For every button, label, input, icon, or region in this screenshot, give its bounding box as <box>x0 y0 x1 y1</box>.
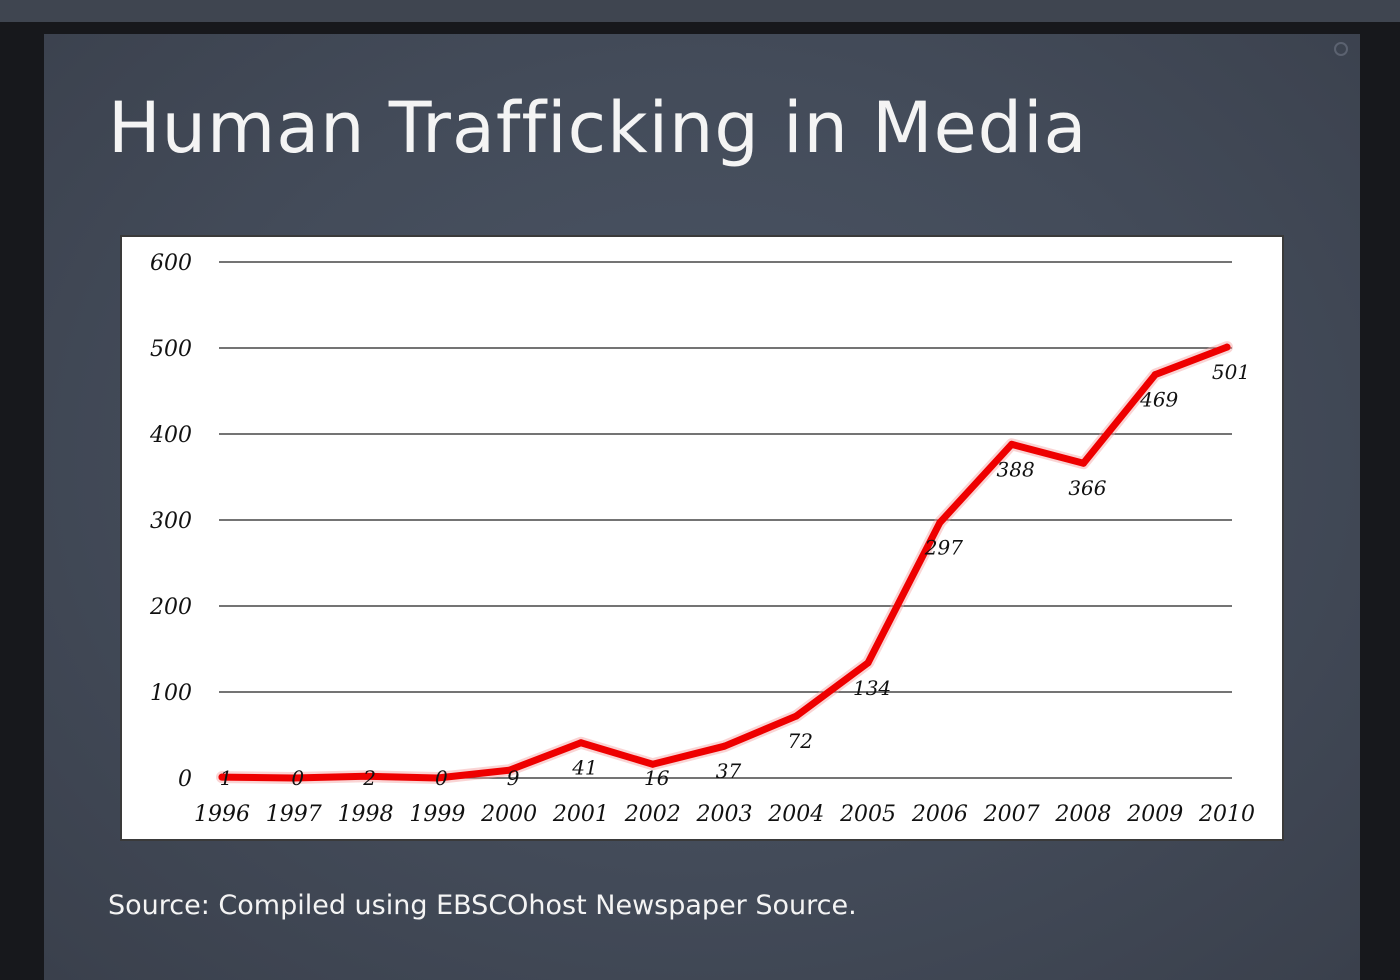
data-point <box>505 766 513 774</box>
x-tick-label: 2000 <box>480 802 537 827</box>
series-line <box>218 343 1231 782</box>
data-point <box>577 739 585 747</box>
data-point <box>649 760 657 768</box>
source-note: Source: Compiled using EBSCOhost Newspap… <box>108 890 857 921</box>
data-point <box>1223 343 1231 351</box>
x-tick-label: 1998 <box>338 802 394 827</box>
data-point <box>936 519 944 527</box>
x-tick-label: 2007 <box>983 802 1040 827</box>
data-label: 9 <box>507 766 520 790</box>
data-point <box>1151 371 1159 379</box>
x-tick-label: 2008 <box>1054 802 1111 827</box>
y-tick-label: 200 <box>149 595 192 620</box>
y-tick-label: 300 <box>150 509 192 534</box>
data-label: 501 <box>1212 360 1250 384</box>
slide-title: Human Trafficking in Media <box>108 87 1088 169</box>
corner-dot-icon <box>1334 42 1348 56</box>
data-label: 16 <box>644 766 670 790</box>
data-label: 37 <box>716 759 742 783</box>
y-tick-label: 400 <box>149 423 192 448</box>
x-tick-label: 2003 <box>696 802 753 827</box>
x-tick-label: 1996 <box>194 802 250 827</box>
y-tick-label: 0 <box>178 767 192 792</box>
data-label: 134 <box>853 676 891 700</box>
data-point <box>1008 440 1016 448</box>
x-tick-label: 1999 <box>409 802 465 827</box>
data-point <box>792 712 800 720</box>
top-bar <box>0 0 1400 22</box>
data-label: 366 <box>1068 476 1106 500</box>
data-point <box>721 742 728 750</box>
data-label: 0 <box>291 766 304 790</box>
x-tick-label: 2009 <box>1126 802 1183 827</box>
data-label: 388 <box>997 457 1035 481</box>
slide: Human Trafficking in Media 0 100 200 300 400… <box>44 34 1360 980</box>
y-tick-label: 100 <box>150 681 192 706</box>
data-label: 2 <box>362 766 376 790</box>
data-point <box>1079 459 1087 467</box>
data-label: 72 <box>788 729 813 753</box>
data-label: 1 <box>220 766 233 790</box>
x-tick-label: 2005 <box>839 802 896 827</box>
data-label: 297 <box>924 536 963 560</box>
data-point <box>362 772 370 780</box>
x-tick-label: 2002 <box>624 802 681 827</box>
data-point <box>433 774 441 782</box>
x-tick-label: 2010 <box>1198 802 1255 827</box>
x-tick-label: 2006 <box>911 802 968 827</box>
y-tick-label: 600 <box>150 251 192 276</box>
data-point <box>864 659 872 667</box>
y-tick-label: 500 <box>150 337 192 362</box>
data-point <box>290 774 298 782</box>
data-label: 0 <box>435 766 448 790</box>
data-label: 41 <box>571 756 597 780</box>
x-tick-label: 2001 <box>552 802 609 827</box>
data-label: 469 <box>1139 388 1178 412</box>
x-tick-label: 2004 <box>767 802 824 827</box>
data-point <box>218 773 226 781</box>
x-tick-label: 1997 <box>266 802 322 827</box>
line-chart: 0 100 200 300 400 500 600 1996 1997 1998 1999 2000 2… <box>120 235 1284 841</box>
series-line-glow <box>216 341 1233 784</box>
